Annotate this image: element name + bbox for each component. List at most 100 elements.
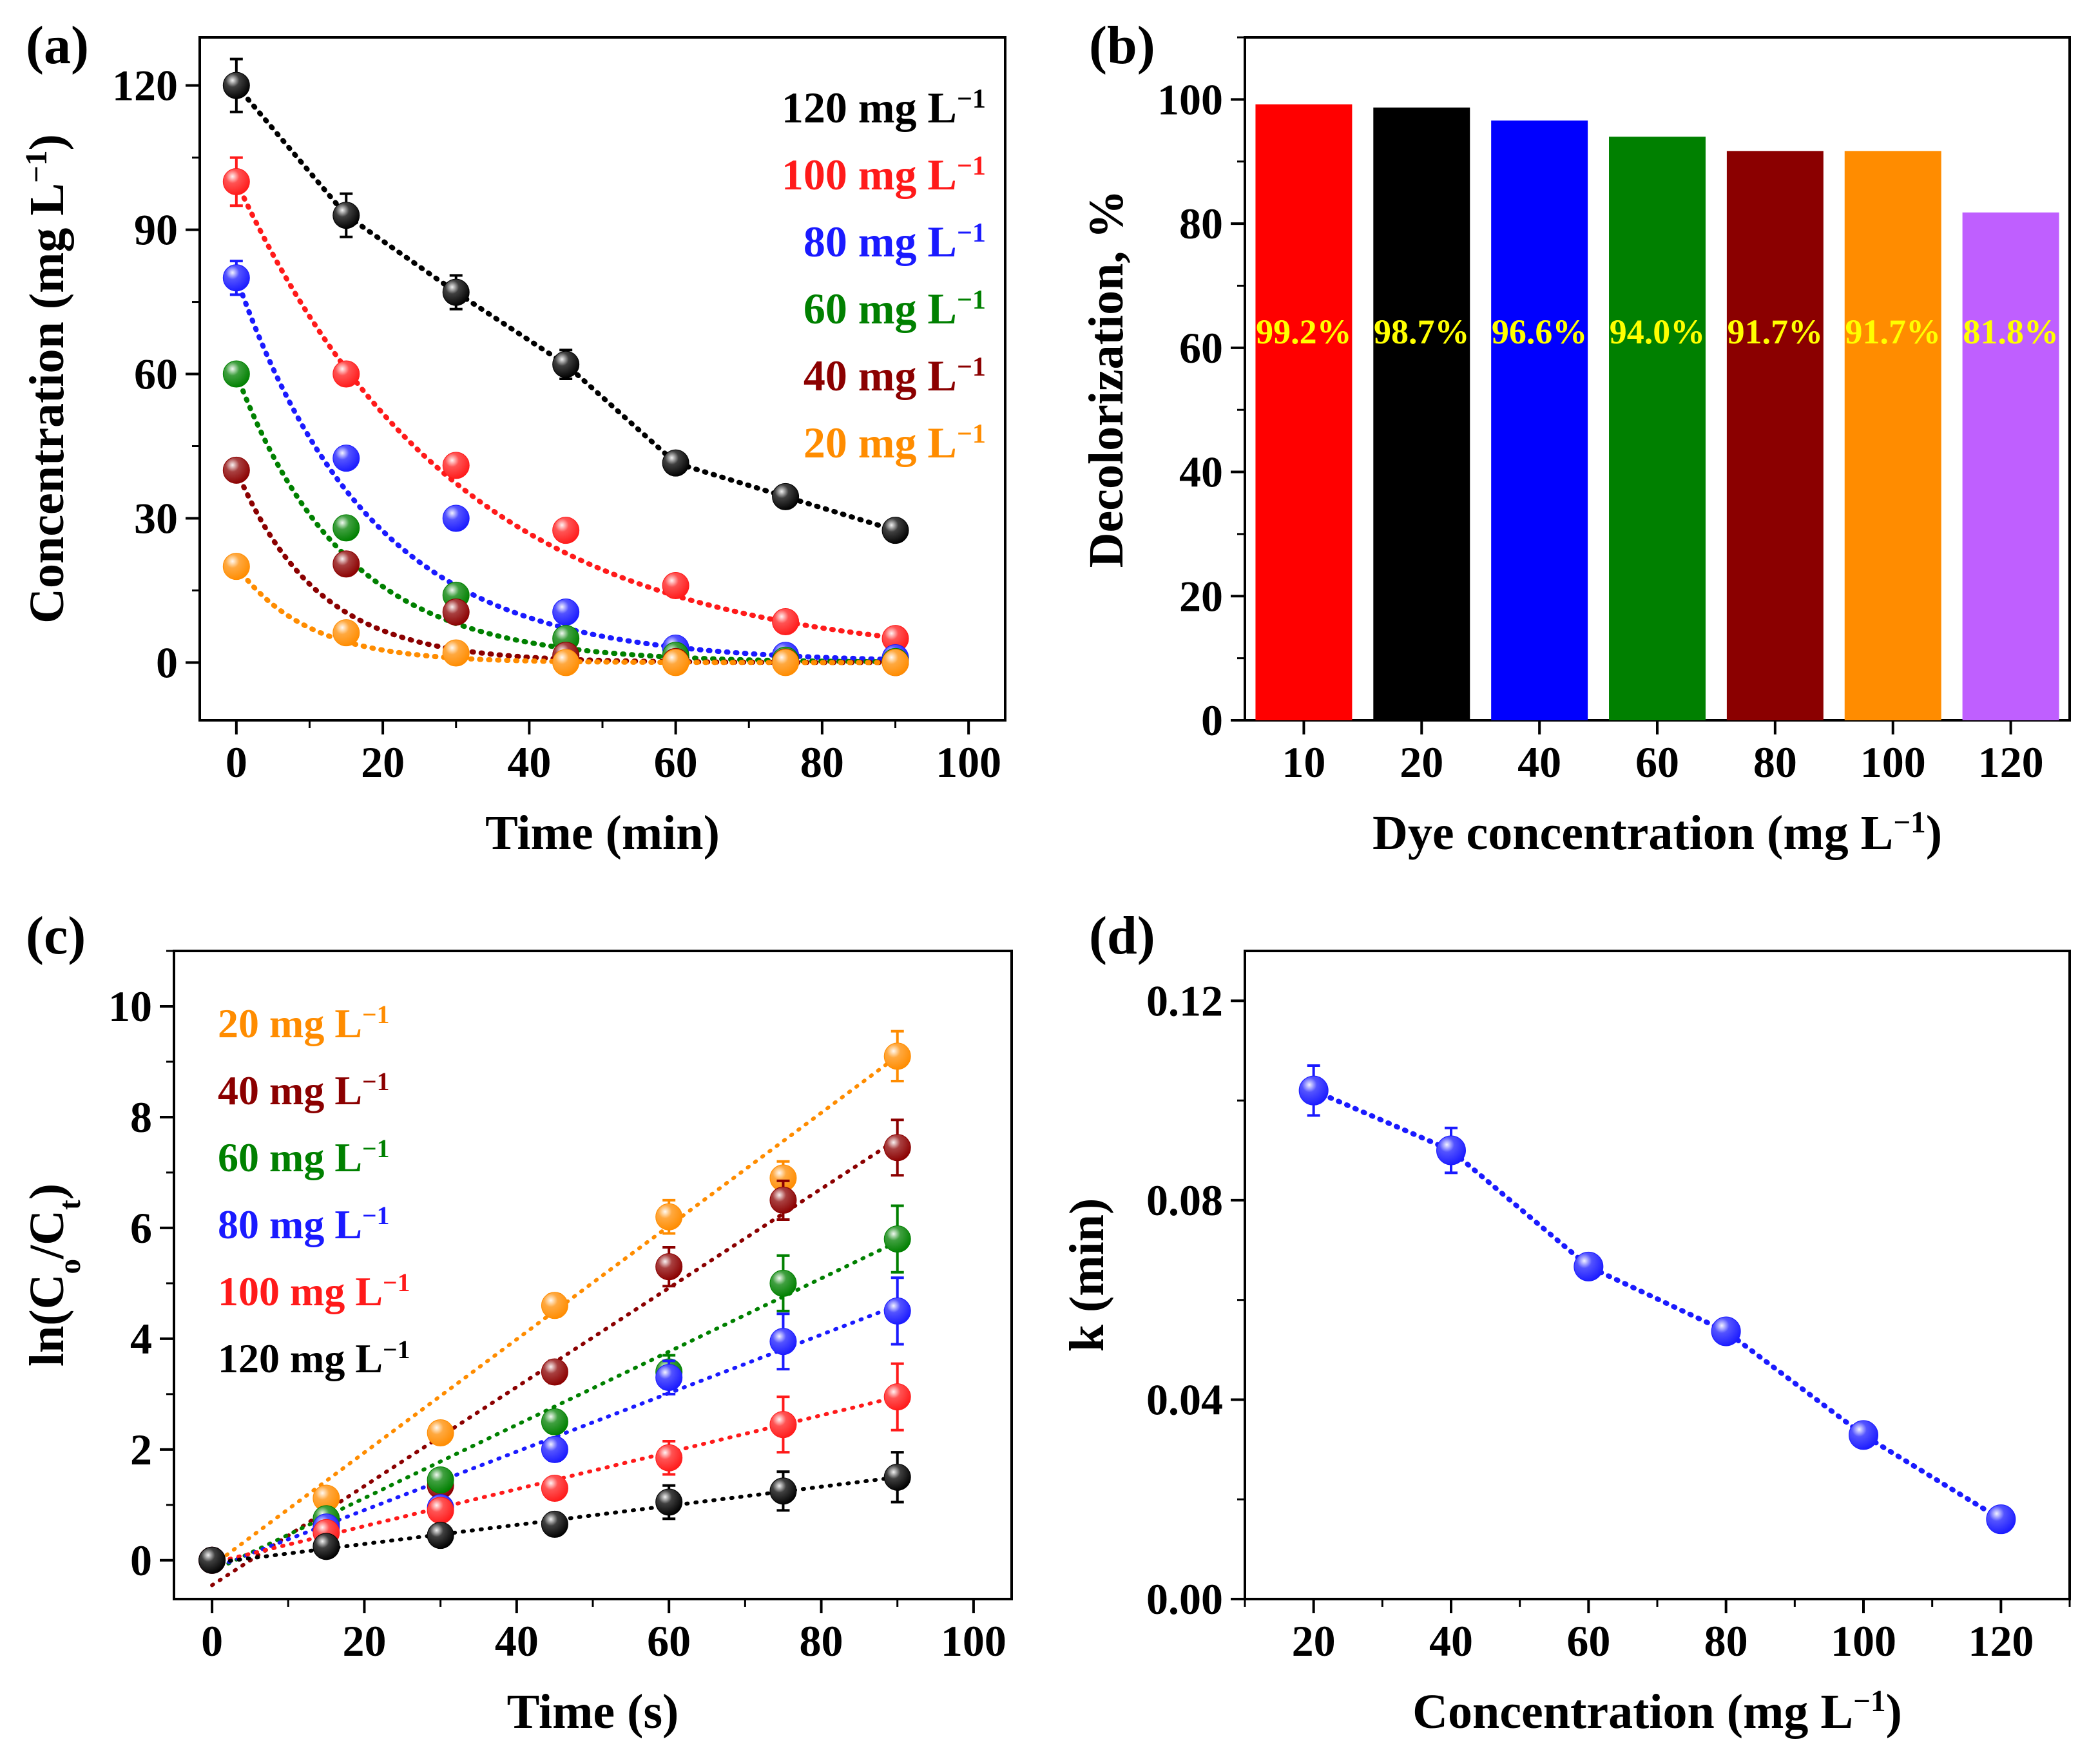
- marker-highlight: [656, 1365, 682, 1391]
- data-point: [655, 1444, 683, 1472]
- legend-entry: 120 mg L−1: [782, 83, 986, 132]
- legend-entry-sup: −1: [383, 1269, 410, 1297]
- legend-entry-sup: −1: [957, 218, 986, 248]
- x-tick-label: 40: [1429, 1616, 1473, 1665]
- y-axis-title: Concentration (mg L−1): [20, 134, 74, 624]
- data-point: [883, 1134, 911, 1162]
- x-axis-title-main: Concentration (mg L: [1412, 1685, 1853, 1739]
- data-point: [662, 449, 689, 477]
- bar-value-label: 81.8%: [1963, 312, 2059, 351]
- bar-value-label: 94.0%: [1610, 312, 1706, 351]
- marker-highlight: [884, 1043, 910, 1069]
- data-point: [655, 1203, 683, 1231]
- y-tick-label: 0: [1201, 696, 1223, 745]
- x-tick-label: 60: [1566, 1616, 1610, 1665]
- marker-highlight: [773, 608, 799, 635]
- marker-highlight: [333, 620, 360, 646]
- data-point: [881, 625, 909, 653]
- y-tick-label: 60: [1179, 323, 1223, 372]
- marker-highlight: [223, 457, 249, 483]
- data-point: [332, 360, 360, 388]
- marker-highlight: [882, 626, 909, 652]
- marker-highlight: [333, 551, 360, 577]
- x-tick-label: 60: [1635, 738, 1679, 787]
- data-point: [442, 452, 470, 479]
- marker-highlight: [1711, 1317, 1740, 1346]
- bar: [1255, 104, 1353, 720]
- y-tick-label: 40: [1179, 448, 1223, 497]
- bar: [1373, 107, 1470, 720]
- panel-b-decolorization-bars: (b) 0 20 40 60 80 100 99.2% 10 98.7% 20 96.6% 40 94.0…: [1079, 15, 2071, 860]
- data-point: [655, 1488, 683, 1516]
- series-4: [222, 456, 909, 676]
- data-point: [662, 571, 689, 599]
- y-tick-label: 2: [130, 1425, 152, 1474]
- marker-highlight: [553, 649, 579, 676]
- data-point: [541, 1510, 568, 1538]
- x-axis-title-sup: −1: [1853, 1685, 1885, 1718]
- series-5: [222, 553, 909, 676]
- data-point: [1849, 1420, 1878, 1450]
- legend-entry: 20 mg L−1: [804, 418, 986, 467]
- x-axis-title: Dye concentration (mg L−1): [1372, 806, 1942, 860]
- marker-highlight: [443, 452, 469, 479]
- legend-entry: 60 mg L−1: [218, 1135, 389, 1180]
- data-point: [332, 550, 360, 578]
- data-point: [552, 599, 580, 626]
- data-point: [442, 504, 470, 532]
- marker-highlight: [223, 72, 249, 99]
- marker-highlight: [770, 1478, 796, 1504]
- marker-highlight: [884, 1226, 910, 1252]
- marker-highlight: [770, 1412, 796, 1438]
- y-axis-title-main: Concentration (mg L: [20, 183, 74, 624]
- data-point: [427, 1419, 454, 1447]
- marker-highlight: [553, 351, 579, 378]
- bar-value-label: 98.7%: [1374, 312, 1470, 351]
- x-tick-label: 10: [1282, 738, 1325, 787]
- legend-entry: 80 mg L−1: [804, 217, 986, 266]
- data-point: [772, 483, 800, 510]
- marker-highlight: [443, 505, 469, 532]
- legend-entry-sup: −1: [957, 285, 986, 315]
- legend-entry-sup: −1: [957, 419, 986, 449]
- plot-frame: [1244, 950, 2071, 1600]
- x-tick-label: 20: [1400, 738, 1443, 787]
- marker-highlight: [553, 517, 579, 544]
- marker-highlight: [662, 649, 689, 676]
- marker-highlight: [1849, 1421, 1878, 1450]
- y-tick-label: 0.08: [1146, 1176, 1223, 1225]
- marker-highlight: [884, 1464, 910, 1490]
- y-tick-label: 0: [130, 1536, 152, 1585]
- data-point: [442, 599, 470, 626]
- marker-highlight: [553, 599, 579, 626]
- x-tick-label: 80: [800, 738, 844, 787]
- y-tick-label: 0: [156, 638, 178, 687]
- data-point: [442, 639, 470, 667]
- marker-highlight: [333, 361, 360, 387]
- legend-entry-sup: −1: [383, 1336, 410, 1364]
- y-axis-title-mid: /C: [20, 1210, 74, 1260]
- x-tick-label: 120: [1978, 738, 2044, 787]
- marker-highlight: [656, 1203, 682, 1230]
- marker-highlight: [773, 649, 799, 676]
- legend-entry: 20 mg L−1: [218, 1001, 389, 1046]
- legend-entry-main: 60 mg L: [218, 1135, 362, 1180]
- marker-highlight: [1574, 1252, 1603, 1281]
- x-tick-label: 40: [1517, 738, 1561, 787]
- y-tick-label: 20: [1179, 571, 1223, 620]
- data-point: [655, 1364, 683, 1392]
- data-point: [198, 1546, 226, 1574]
- marker-highlight: [223, 168, 249, 195]
- marker-highlight: [541, 1511, 568, 1537]
- x-tick-label: 120: [1968, 1616, 2034, 1665]
- data-point: [1986, 1504, 2016, 1535]
- data-point: [427, 1497, 454, 1524]
- panel-c-kinetics-plot: (c) 0 20 40 60 80 100 0 2 4 6 8 10 Time (s) ln(Co/Ct) 2…: [20, 906, 1013, 1739]
- bar: [1609, 137, 1706, 720]
- y-axis-title-pre: ln(C: [20, 1274, 74, 1367]
- marker-highlight: [656, 1489, 682, 1515]
- data-point: [541, 1408, 568, 1435]
- panel-a-concentration-vs-time: (a) 0 20 40 60 80 100 0 30 60 90 120 Time (min) Conce…: [20, 15, 1006, 860]
- bar: [1726, 151, 1824, 720]
- data-point: [313, 1533, 340, 1560]
